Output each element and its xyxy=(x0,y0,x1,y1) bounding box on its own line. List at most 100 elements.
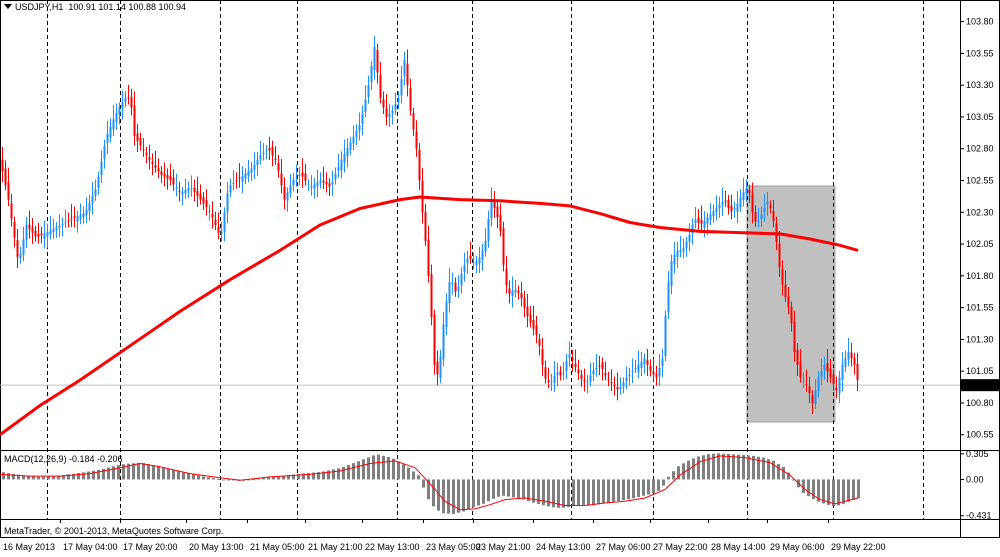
candle-bear xyxy=(532,320,535,329)
candle-bull xyxy=(175,188,178,190)
macd-bar xyxy=(577,479,580,506)
candle-bear xyxy=(169,176,172,181)
macd-bar xyxy=(817,479,820,502)
macd-bar xyxy=(27,475,30,480)
macd-bar xyxy=(297,473,300,480)
candle-bear xyxy=(856,363,859,381)
candle-bear xyxy=(7,182,10,200)
candle-bull xyxy=(349,142,352,150)
macd-bar xyxy=(492,479,495,499)
candle-bull xyxy=(718,204,721,209)
candle-bull xyxy=(391,110,394,114)
candle-bear xyxy=(163,173,166,177)
candle-bear xyxy=(517,290,520,293)
macd-bar xyxy=(732,454,735,480)
candle-bear xyxy=(418,149,421,181)
candle-bull xyxy=(448,282,451,304)
macd-bar xyxy=(197,475,200,480)
price-tick-label: 100.80 xyxy=(966,398,994,408)
macd-bar xyxy=(847,479,850,502)
candle-bear xyxy=(613,384,616,387)
macd-bar xyxy=(267,477,270,480)
macd-bar xyxy=(747,455,750,480)
candle-bull xyxy=(676,250,679,258)
candle-bear xyxy=(154,165,157,168)
macd-bar xyxy=(792,479,795,481)
candle-bull xyxy=(223,212,226,232)
candle-bull xyxy=(208,211,211,213)
candle-bull xyxy=(181,191,184,195)
candle-bear xyxy=(559,371,562,376)
candle-bull xyxy=(631,371,634,373)
candle-bear xyxy=(379,74,382,98)
candle-bull xyxy=(844,358,847,367)
macd-bar xyxy=(122,464,125,480)
macd-bar xyxy=(407,467,410,480)
time-label: 29 May 06:00 xyxy=(770,542,825,552)
candle-bull xyxy=(313,184,316,189)
macd-bar xyxy=(52,475,55,480)
candle-bull xyxy=(802,380,805,382)
macd-bar xyxy=(422,479,425,488)
macd-bar xyxy=(807,479,810,497)
candle-bull xyxy=(187,188,190,192)
macd-bar xyxy=(287,475,290,480)
macd-bar xyxy=(832,479,835,506)
price-tick-label: 101.05 xyxy=(966,366,994,376)
price-tick-label: 102.55 xyxy=(966,176,994,186)
macd-bar xyxy=(257,478,260,480)
candle-bear xyxy=(754,211,757,222)
candle-bear xyxy=(304,173,307,181)
candle-bear xyxy=(769,205,772,209)
candle-bull xyxy=(592,370,595,375)
macd-bar xyxy=(322,471,325,480)
candle-bear xyxy=(73,216,76,218)
macd-bar xyxy=(342,466,345,480)
candle-bear xyxy=(508,288,511,294)
candle-bull xyxy=(670,261,673,287)
candle-bull xyxy=(694,219,697,224)
candle-bull xyxy=(841,364,844,380)
macd-bar xyxy=(137,462,140,480)
candle-bull xyxy=(763,208,766,212)
macd-bar xyxy=(157,466,160,480)
candle-bull xyxy=(463,265,466,272)
macd-bar xyxy=(507,479,510,497)
macd-bar xyxy=(172,469,175,480)
candle-bull xyxy=(298,174,301,176)
macd-bar xyxy=(547,479,550,507)
candle-bull xyxy=(55,227,58,230)
price-tick-label: 103.55 xyxy=(966,48,994,58)
candle-bear xyxy=(196,190,199,196)
macd-signal-line xyxy=(0,455,859,511)
candle-bull xyxy=(484,240,487,252)
candle-bull xyxy=(736,203,739,212)
candle-bull xyxy=(637,364,640,372)
candle-bear xyxy=(808,386,811,394)
candle-bull xyxy=(121,101,124,109)
candle-bull xyxy=(286,192,289,201)
candle-bull xyxy=(664,315,667,357)
macd-bar xyxy=(207,477,210,480)
candle-bull xyxy=(457,286,460,292)
time-label: 21 May 05:00 xyxy=(250,542,305,552)
macd-bar xyxy=(302,473,305,480)
candle-bull xyxy=(586,381,589,383)
candle-bull xyxy=(742,192,745,200)
candle-bear xyxy=(385,108,388,117)
candle-bull xyxy=(46,231,49,237)
candle-bear xyxy=(799,361,802,378)
macd-bar xyxy=(757,456,760,480)
candle-bear xyxy=(526,306,529,317)
macd-bar xyxy=(772,460,775,480)
price-tick-label: 103.80 xyxy=(966,17,994,27)
macd-bar xyxy=(827,479,830,505)
candle-bear xyxy=(493,200,496,209)
symbol-dropdown-icon[interactable] xyxy=(4,4,12,9)
candle-bear xyxy=(646,360,649,365)
macd-bar xyxy=(622,479,625,501)
candle-bear xyxy=(145,153,148,156)
macd-bar xyxy=(537,479,540,504)
